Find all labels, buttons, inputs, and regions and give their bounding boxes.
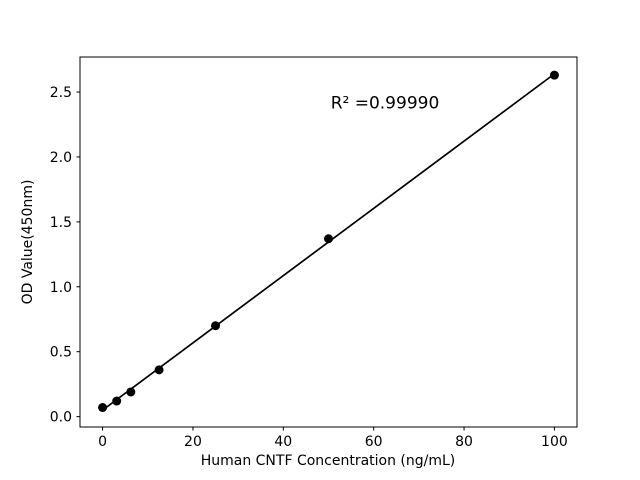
data-points bbox=[98, 70, 559, 413]
y-tick-label: 2.5 bbox=[50, 85, 72, 101]
data-point bbox=[211, 321, 221, 331]
y-tick-label: 2.0 bbox=[50, 150, 72, 166]
data-point bbox=[549, 70, 559, 80]
y-tick-label: 1.0 bbox=[50, 280, 72, 296]
x-tick-label: 60 bbox=[365, 434, 383, 450]
data-point bbox=[324, 234, 333, 244]
data-point bbox=[154, 365, 164, 375]
r-squared-annotation: R² =0.99990 bbox=[331, 93, 440, 113]
y-axis-label: OD Value(450nm) bbox=[20, 180, 36, 305]
x-axis-label: Human CNTF Concentration (ng/mL) bbox=[201, 453, 456, 469]
y-axis-ticks: 0.0 0.5 1.0 1.5 2.0 2.5 bbox=[50, 85, 80, 426]
x-tick-label: 40 bbox=[274, 434, 292, 450]
data-point bbox=[126, 387, 136, 397]
x-axis-ticks: 0 20 40 60 80 100 bbox=[98, 427, 568, 450]
data-point bbox=[98, 403, 108, 413]
y-tick-label: 0.0 bbox=[50, 410, 72, 426]
x-tick-label: 20 bbox=[184, 434, 202, 450]
data-point bbox=[112, 396, 122, 406]
y-tick-label: 1.5 bbox=[50, 215, 72, 231]
y-tick-label: 0.5 bbox=[50, 345, 72, 361]
x-tick-label: 100 bbox=[541, 434, 568, 450]
x-tick-label: 0 bbox=[98, 434, 107, 450]
plot-area-border bbox=[79, 56, 578, 428]
x-tick-label: 80 bbox=[455, 434, 473, 450]
